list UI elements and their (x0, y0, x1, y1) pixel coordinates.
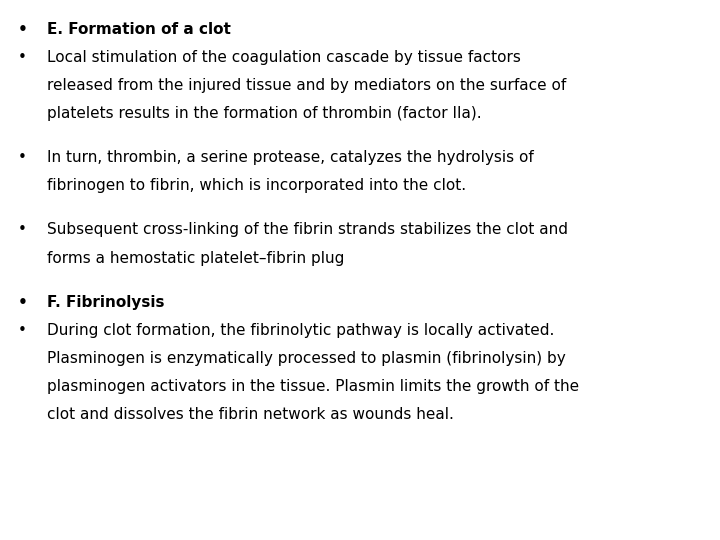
Text: In turn, thrombin, a serine protease, catalyzes the hydrolysis of: In turn, thrombin, a serine protease, ca… (47, 150, 534, 165)
Text: clot and dissolves the fibrin network as wounds heal.: clot and dissolves the fibrin network as… (47, 407, 454, 422)
Text: •: • (18, 295, 28, 310)
Text: forms a hemostatic platelet–fibrin plug: forms a hemostatic platelet–fibrin plug (47, 251, 344, 266)
Text: Subsequent cross-linking of the fibrin strands stabilizes the clot and: Subsequent cross-linking of the fibrin s… (47, 222, 568, 238)
Text: fibrinogen to fibrin, which is incorporated into the clot.: fibrinogen to fibrin, which is incorpora… (47, 178, 466, 193)
Text: Plasminogen is enzymatically processed to plasmin (fibrinolysin) by: Plasminogen is enzymatically processed t… (47, 351, 565, 366)
Text: •: • (18, 22, 28, 37)
Text: platelets results in the formation of thrombin (factor IIa).: platelets results in the formation of th… (47, 106, 482, 121)
Text: plasminogen activators in the tissue. Plasmin limits the growth of the: plasminogen activators in the tissue. Pl… (47, 379, 579, 394)
Text: •: • (18, 50, 27, 65)
Text: E. Formation of a clot: E. Formation of a clot (47, 22, 230, 37)
Text: released from the injured tissue and by mediators on the surface of: released from the injured tissue and by … (47, 78, 566, 93)
Text: •: • (18, 323, 27, 338)
Text: •: • (18, 150, 27, 165)
Text: •: • (18, 222, 27, 238)
Text: F. Fibrinolysis: F. Fibrinolysis (47, 295, 164, 310)
Text: During clot formation, the fibrinolytic pathway is locally activated.: During clot formation, the fibrinolytic … (47, 323, 554, 338)
Text: Local stimulation of the coagulation cascade by tissue factors: Local stimulation of the coagulation cas… (47, 50, 521, 65)
